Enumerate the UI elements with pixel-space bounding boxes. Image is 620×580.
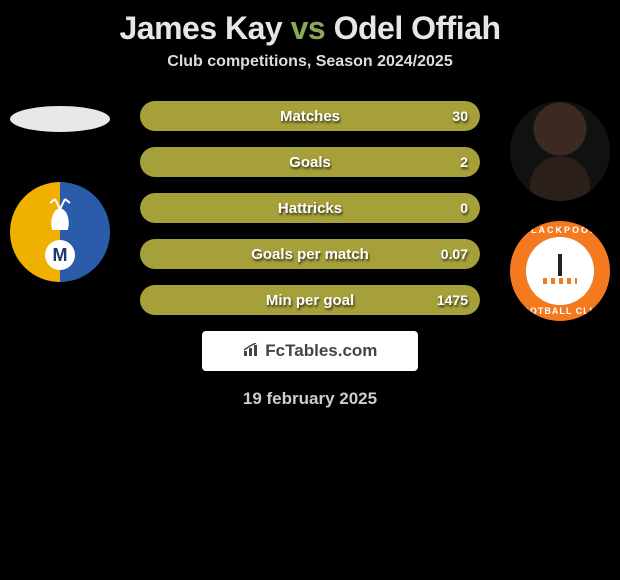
chart-icon [243,343,261,357]
page-title: James Kay vs Odel Offiah [0,0,620,53]
stat-value-right: 0.07 [441,246,468,262]
stat-label: Matches [280,108,340,125]
badge-letter: M [45,240,75,270]
comparison-card: James Kay vs Odel Offiah Club competitio… [0,0,620,580]
player1-avatar-placeholder [10,106,110,132]
brand-text: FcTables.com [265,341,377,360]
footer-date: 19 february 2025 [0,371,620,409]
badge-center-icon [537,248,583,294]
stat-left-fill [140,101,147,131]
subtitle: Club competitions, Season 2024/2025 [0,53,620,101]
body: M BLACKPOOL FOOTBALL CLUB 30Matches2Goal… [0,101,620,315]
title-player2: Odel Offiah [334,10,501,46]
stat-row: 0 Hattricks [140,193,480,223]
stat-value-right: 2 [460,154,468,170]
stat-left-fill [140,285,147,315]
title-player1: James Kay [119,10,282,46]
stat-row: 2 Goals [140,147,480,177]
stat-row: 1475 Min per goal [140,285,480,315]
player2-avatar [510,101,610,201]
stat-row: 30 Matches [140,101,480,131]
stat-label: Goals per match [251,246,369,263]
brand-badge: FcTables.com [202,331,418,371]
player2-club-badge: BLACKPOOL FOOTBALL CLUB [510,221,610,321]
stat-value-right: 30 [452,108,468,124]
stat-label: Goals [289,154,331,171]
stat-left-fill [140,147,147,177]
title-vs: vs [291,10,326,46]
stats-list: 30 Matches 2 Goals 0 Hattricks 0.07 Goals per m… [140,101,480,315]
stat-label: Hattricks [278,200,342,217]
right-player-column: BLACKPOOL FOOTBALL CLUB [500,101,620,321]
stat-row: 0.07 Goals per match [140,239,480,269]
player1-club-badge: M [10,182,110,282]
stat-value-right: 1475 [437,292,468,308]
left-player-column: M [0,101,120,282]
stat-left-fill [140,239,147,269]
stat-value-right: 0 [460,200,468,216]
stat-label: Min per goal [266,292,354,309]
